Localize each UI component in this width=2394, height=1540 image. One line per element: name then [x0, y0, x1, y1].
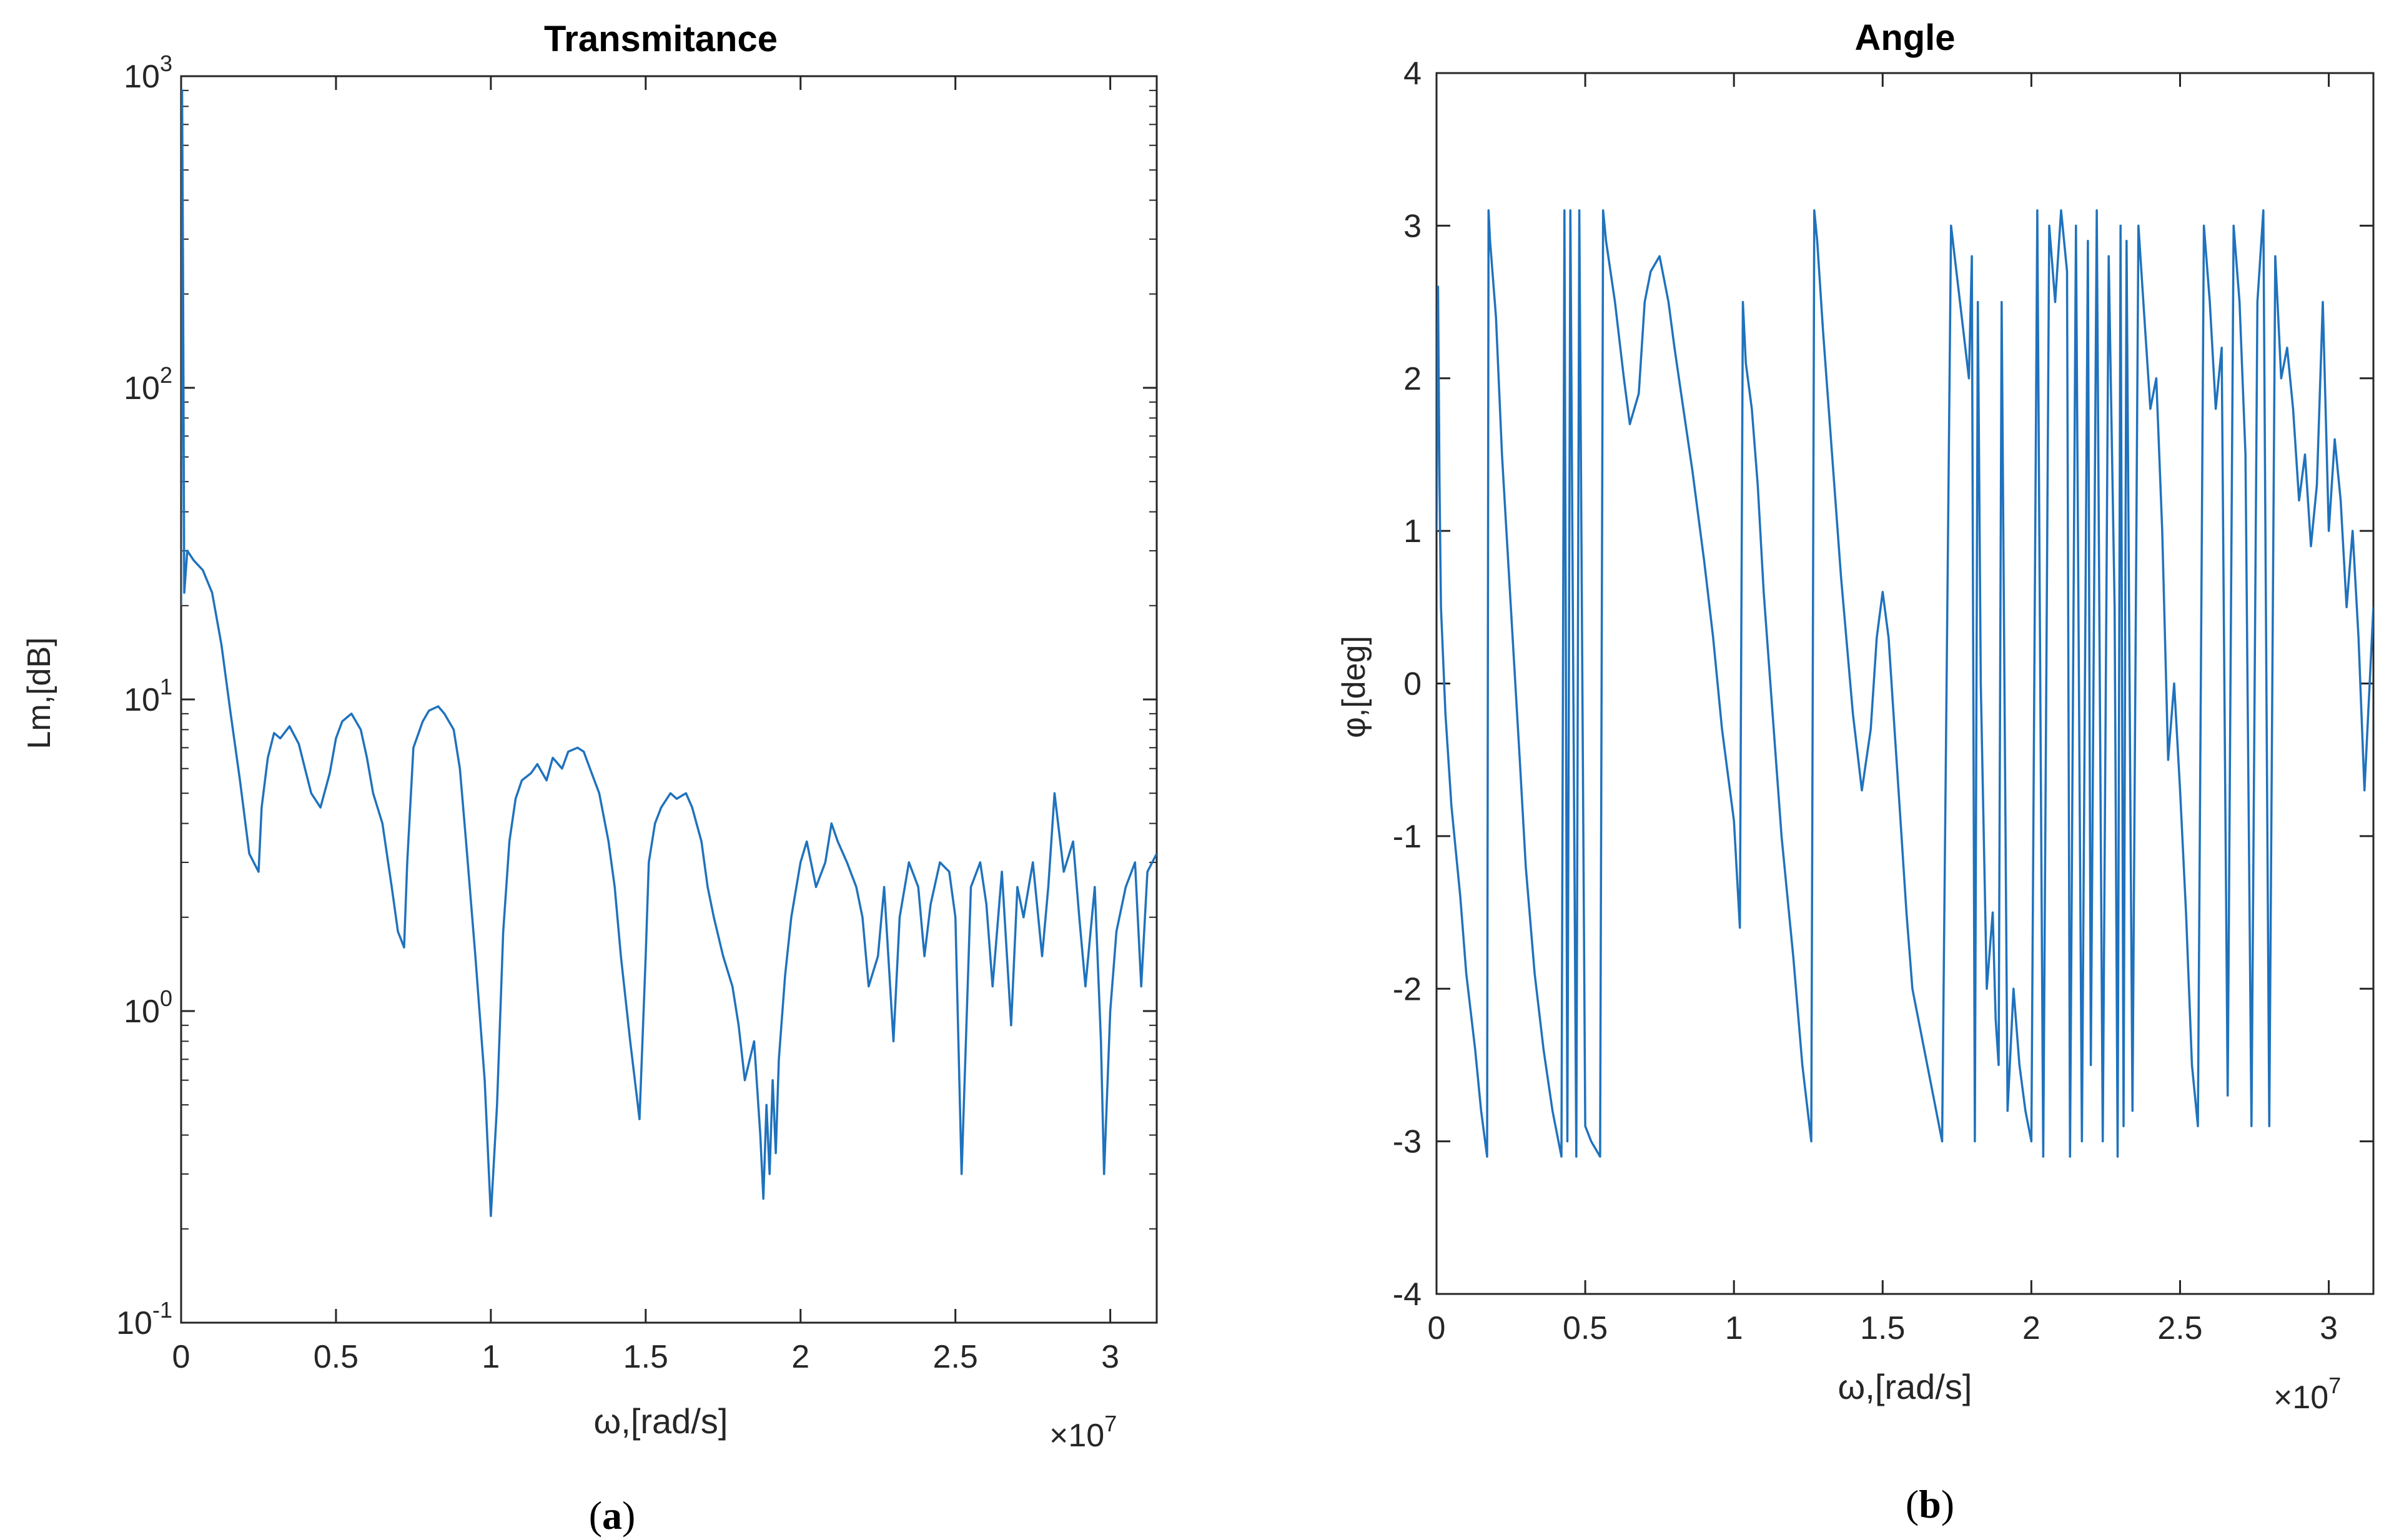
panel-a-x-multiplier: ×107 — [1049, 1411, 1117, 1454]
panel-b-ytick-label: -4 — [1393, 1276, 1422, 1313]
panel-a-xtick-label: 3 — [1101, 1339, 1119, 1375]
panel-a-plot-area — [180, 75, 1158, 1324]
panel-b-ytick-label: -3 — [1393, 1124, 1422, 1160]
panel-a-ytick-label: 101 — [124, 674, 172, 718]
panel-a-xtick-label: 0 — [172, 1339, 190, 1375]
panel-b-x-multiplier-exp: 7 — [2328, 1373, 2341, 1398]
panel-a-title: Transmitance — [544, 19, 778, 59]
panel-b-xtick-label: 3 — [2320, 1310, 2338, 1346]
panel-a-series-line — [181, 89, 1157, 1217]
panel-b-caption-open: ( — [1906, 1482, 1919, 1526]
panel-b-x-multiplier-base: ×10 — [2273, 1380, 2328, 1416]
panel-a-xtick-label: 0.5 — [314, 1339, 359, 1375]
panel-a-ytick-label: 103 — [124, 51, 172, 95]
panel-a-axes-frame — [180, 75, 1158, 1324]
panel-b-caption: (b) — [1906, 1482, 1954, 1526]
panel-b-xlabel: ω,[rad/s] — [1838, 1367, 1972, 1406]
panel-b-ytick-label: -2 — [1393, 971, 1422, 1007]
panel-a-transmitance: Transmitance 10-1 100 101 102 103 0 0.5 1 1.5 2 2… — [21, 19, 1158, 1538]
panel-a-caption-open: ( — [589, 1493, 602, 1538]
panel-b-xtick-label: 2.5 — [2157, 1310, 2202, 1346]
panel-a-caption: (a) — [589, 1493, 636, 1538]
panel-a-caption-close: ) — [622, 1493, 635, 1538]
panel-a-xtick-label: 1 — [482, 1339, 500, 1375]
panel-b-ytick-label: 1 — [1403, 513, 1422, 550]
panel-b-ytick-label: 3 — [1403, 208, 1422, 244]
panel-a-x-multiplier-exp: 7 — [1104, 1411, 1117, 1436]
panel-b-xtick-label: 0.5 — [1563, 1310, 1608, 1346]
panel-a-ytick-label: 102 — [124, 362, 172, 407]
panel-a-ytick-label: 100 — [124, 985, 172, 1030]
panel-b-xtick-label: 1.5 — [1860, 1310, 1905, 1346]
panel-b-xtick-label: 2 — [2022, 1310, 2040, 1346]
panel-b-caption-close: ) — [1941, 1482, 1954, 1526]
panel-b-xtick-label: 0 — [1428, 1310, 1446, 1346]
panel-b-ytick-label: 2 — [1403, 361, 1422, 397]
panel-b-ylabel: φ,[deg] — [1336, 636, 1372, 738]
panel-b-plot-area — [1435, 72, 2375, 1295]
panel-a-caption-letter: a — [602, 1493, 622, 1538]
panel-b-y-tick-labels: -4 -3 -2 -1 0 1 2 3 4 — [1393, 56, 1422, 1313]
panel-b-axes-frame — [1435, 72, 2375, 1295]
panel-a-ylabel: Lm,[dB] — [21, 637, 57, 749]
panel-b-ytick-label: 0 — [1403, 666, 1422, 703]
panel-a-xtick-label: 1.5 — [623, 1339, 668, 1375]
panel-a-xtick-label: 2.5 — [933, 1339, 978, 1375]
panel-a-ytick-label: 10-1 — [116, 1297, 172, 1341]
panel-a-xtick-label: 2 — [791, 1339, 809, 1375]
panel-b-title: Angle — [1854, 17, 1955, 58]
panel-b-angle: Angle -4 -3 -2 -1 0 1 2 3 4 0 0.5 1 1.5 2 2.5 3 φ,[deg… — [1336, 17, 2375, 1526]
panel-b-xtick-label: 1 — [1725, 1310, 1743, 1346]
panel-b-ytick-label: -1 — [1393, 819, 1422, 855]
panel-a-x-multiplier-base: ×10 — [1049, 1418, 1104, 1454]
panel-b-x-tick-labels: 0 0.5 1 1.5 2 2.5 3 — [1428, 1310, 2338, 1346]
panel-b-x-multiplier: ×107 — [2273, 1373, 2341, 1416]
panel-a-y-tick-labels: 10-1 100 101 102 103 — [116, 51, 172, 1341]
panel-b-caption-letter: b — [1919, 1482, 1941, 1526]
panel-b-ytick-label: 4 — [1403, 56, 1422, 92]
panel-b-series-line — [1437, 209, 2373, 1158]
panel-a-x-tick-labels: 0 0.5 1 1.5 2 2.5 3 — [172, 1339, 1120, 1375]
panel-a-xlabel: ω,[rad/s] — [594, 1401, 728, 1441]
